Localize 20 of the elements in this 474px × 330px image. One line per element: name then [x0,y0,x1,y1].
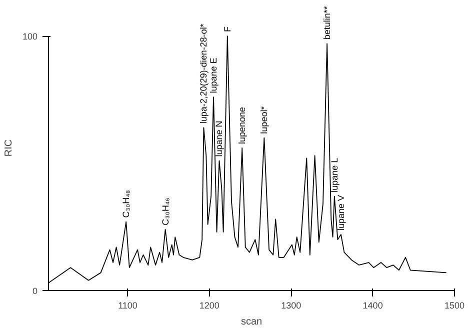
annotation: F [222,26,232,32]
annotation: lupenone [237,106,248,144]
annotation: C₃₀H₄₈ [121,190,132,218]
annotation: lupane L [329,158,340,192]
x-tick-label: 1300 [281,300,302,310]
annotation: lupane V [336,194,346,231]
y-tick-label: 0 [32,286,38,296]
annotation: lupeol* [259,106,270,134]
x-tick-label: 1400 [362,300,383,310]
x-tick-label: 1500 [444,300,465,310]
annotation: lupane N [214,120,224,157]
y-tick-label: 100 [22,32,38,42]
annotation: C₃₀H₄₆ [160,197,170,226]
y-axis-title: RIC [3,139,14,157]
annotation: lupane E [208,58,219,94]
x-tick-label: 1100 [118,300,138,310]
annotation: lupa-2,20(29)-dien-28-ol* [198,23,209,124]
x-tick-label: 1200 [199,300,220,310]
annotation: betulin** [322,6,332,40]
x-axis-title: scan [240,316,262,328]
